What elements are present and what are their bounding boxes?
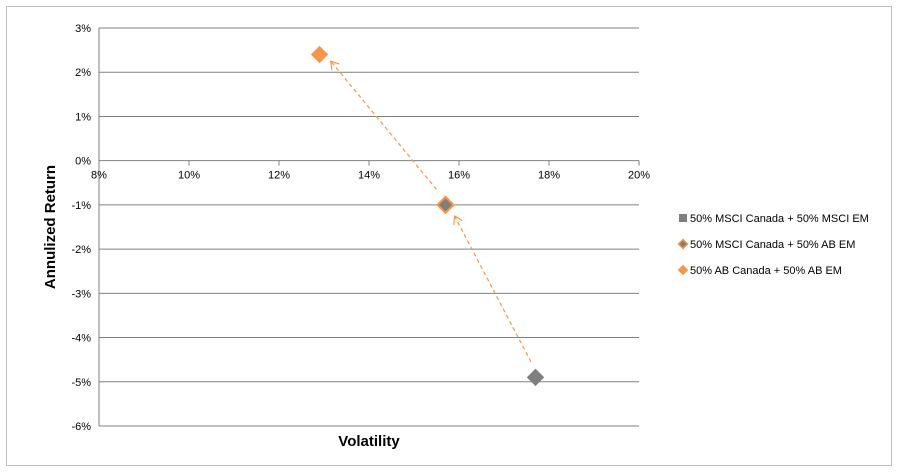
y-tick-label: -4% (71, 333, 91, 345)
x-tick-label: 10% (178, 170, 200, 182)
legend-label: 50% MSCI Canada + 50% AB EM (690, 239, 855, 251)
legend-item: 50% MSCI Canada + 50% AB EM (677, 238, 855, 251)
x-tick-label: 8% (91, 170, 107, 182)
y-tick-label: 0% (75, 156, 91, 168)
x-tick-labels: 8% 10% 12% 14% 16% 18% 20% (91, 170, 650, 182)
scatter-chart: 8% 10% 12% 14% 16% 18% 20% 3% 2% 1% 0% -1% -2% -3% -4… (42, 23, 869, 450)
y-tick-labels: 3% 2% 1% 0% -1% -2% -3% -4% -5% -6% (71, 23, 91, 433)
y-tick-label: 1% (75, 111, 91, 123)
data-points (310, 45, 545, 387)
data-point-diamond (526, 368, 545, 387)
legend: 50% MSCI Canada + 50% MSCI EM 50% MSCI Ca… (677, 213, 869, 277)
y-tick-label: 3% (75, 23, 91, 35)
y-tick-label: -1% (71, 200, 91, 212)
dashed-arrow (331, 61, 437, 190)
y-tick-label: -3% (71, 288, 91, 300)
dashed-arrow (455, 216, 532, 363)
legend-marker-diamond (677, 238, 689, 250)
gridlines (98, 27, 640, 427)
x-tick-label: 18% (538, 170, 560, 182)
x-tick-label: 16% (448, 170, 470, 182)
data-point-diamond (310, 45, 329, 64)
y-tick-label: 2% (75, 67, 91, 79)
x-axis-title: Volatility (338, 433, 400, 450)
x-tick-label: 12% (268, 170, 290, 182)
y-tick-label: -6% (71, 421, 91, 433)
chart-frame: 8% 10% 12% 14% 16% 18% 20% 3% 2% 1% 0% -1% -2% -3% -4… (6, 6, 892, 466)
y-axis-title: Annulized Return (42, 165, 59, 289)
y-tick-label: -5% (71, 377, 91, 389)
x-tick-label: 20% (628, 170, 650, 182)
data-point-diamond (436, 195, 455, 215)
legend-item: 50% AB Canada + 50% AB EM (677, 264, 842, 277)
arrows (331, 61, 532, 363)
legend-label: 50% MSCI Canada + 50% MSCI EM (690, 213, 869, 225)
y-tick-label: -2% (71, 244, 91, 256)
legend-marker-square (679, 214, 687, 222)
legend-item: 50% MSCI Canada + 50% MSCI EM (679, 213, 869, 225)
x-tick-label: 14% (358, 170, 380, 182)
legend-marker-diamond (677, 264, 689, 276)
legend-label: 50% AB Canada + 50% AB EM (690, 265, 842, 277)
